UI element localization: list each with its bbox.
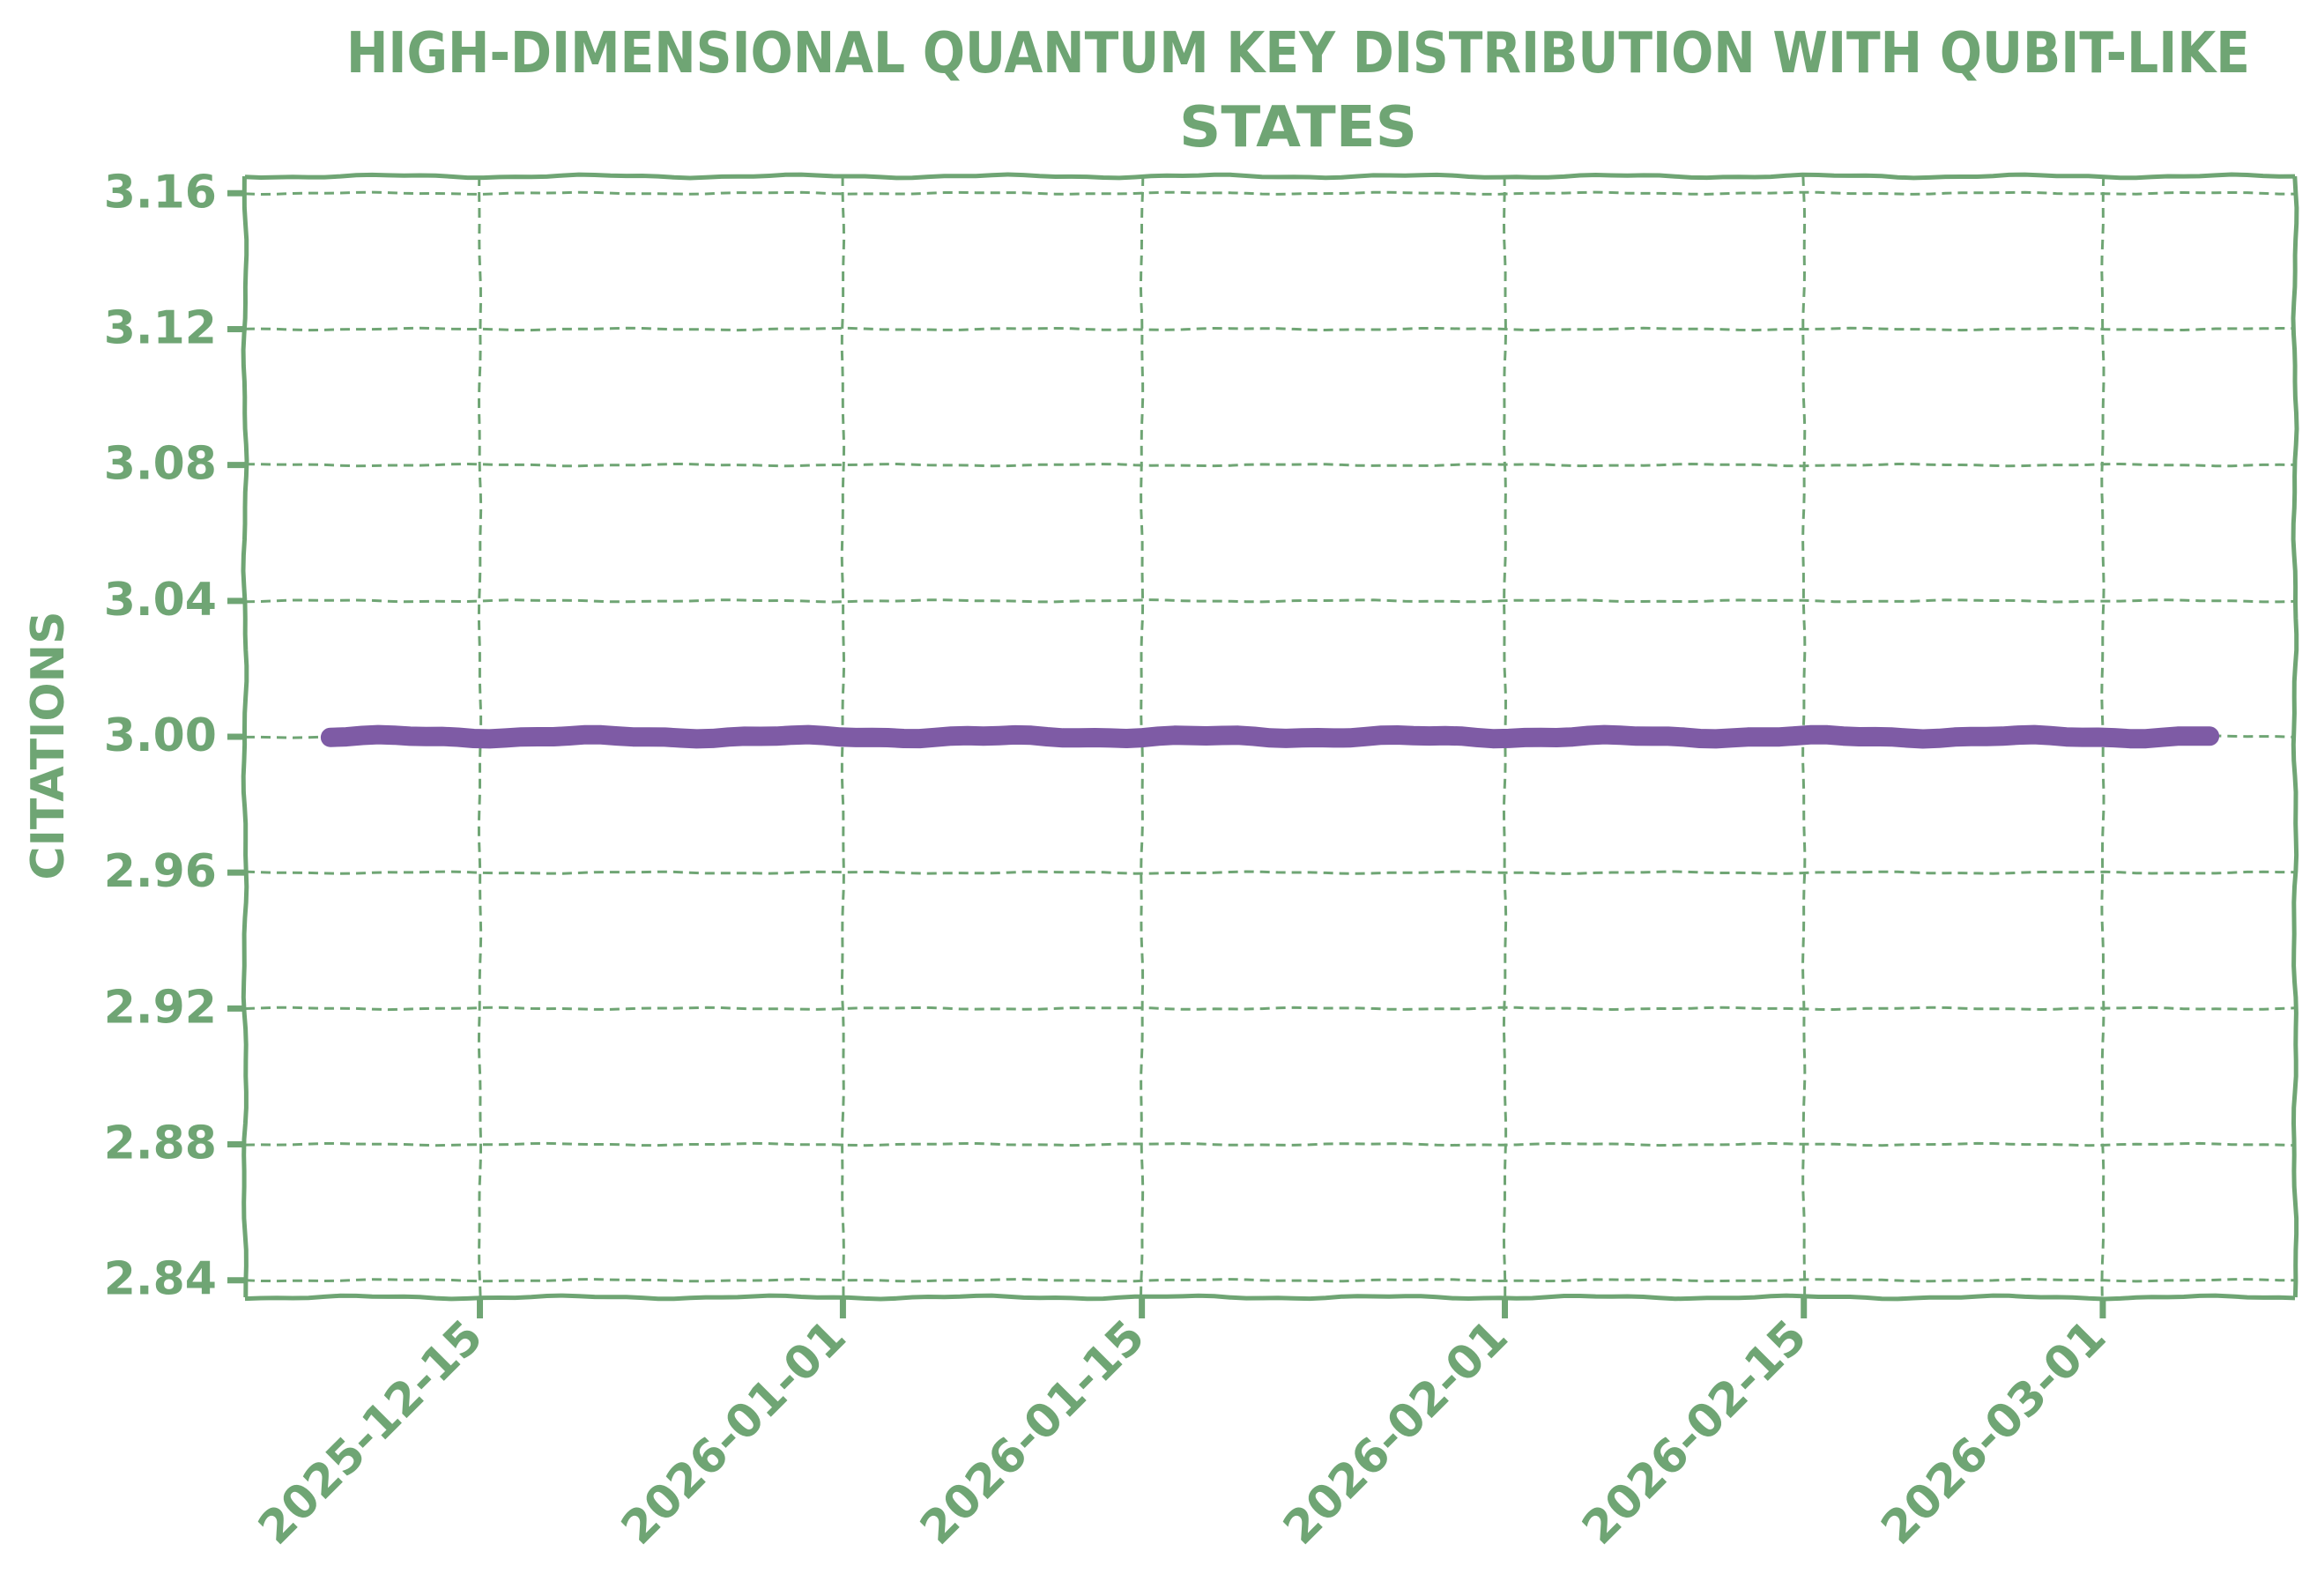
grid-line-y xyxy=(244,598,2296,604)
frame-bottom xyxy=(244,1293,2296,1302)
y-tick-label: 3.08 xyxy=(104,438,217,491)
y-axis-label: CITATIONS xyxy=(22,611,75,880)
grid-line-y xyxy=(244,1141,2296,1147)
series-line xyxy=(320,724,2220,749)
y-tick-label: 3.16 xyxy=(104,166,217,219)
y-tick-label: 3.04 xyxy=(104,574,217,627)
y-tick-label: 2.96 xyxy=(104,845,217,898)
chart-title-line: STATES xyxy=(1179,95,1417,160)
frame-top xyxy=(244,172,2296,181)
chart-title-line: HIGH-DIMENSIONAL QUANTUM KEY DISTRIBUTIO… xyxy=(346,21,2250,86)
y-tick-label: 2.88 xyxy=(104,1117,217,1170)
grid-line-y xyxy=(244,1278,2296,1283)
grid-line-y xyxy=(244,1006,2296,1012)
grid-line-y xyxy=(244,870,2296,875)
grid-line-y xyxy=(245,462,2296,468)
series-layer xyxy=(320,724,2220,749)
y-tick-label: 3.12 xyxy=(104,301,217,354)
frame-right xyxy=(2291,175,2299,1298)
y-tick-label: 3.00 xyxy=(104,709,217,762)
y-tick-label: 2.92 xyxy=(104,981,217,1034)
grid-line-y xyxy=(244,326,2296,332)
y-tick-label: 2.84 xyxy=(104,1253,217,1306)
grid-line-y xyxy=(244,190,2295,197)
plot-frame xyxy=(241,172,2299,1302)
chart-title: HIGH-DIMENSIONAL QUANTUM KEY DISTRIBUTIO… xyxy=(346,21,2250,160)
